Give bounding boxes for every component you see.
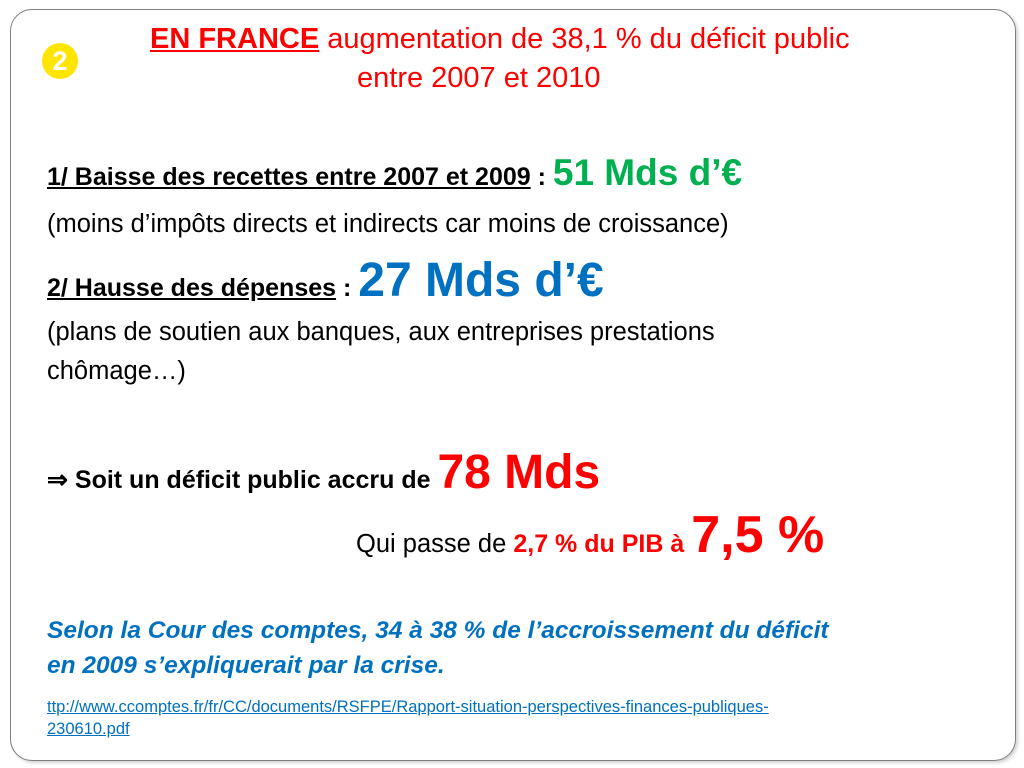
source-link-line2[interactable]: 230610.pdf xyxy=(47,720,130,738)
cour-comptes-line1: Selon la Cour des comptes, 34 à 38 % de … xyxy=(47,617,829,644)
point2-note-line1: (plans de soutien aux banques, aux entre… xyxy=(47,318,715,346)
point2-note-line2: chômage…) xyxy=(47,357,186,385)
point2-line: 2/ Hausse des dépenses : 27 Mds d’€ xyxy=(47,253,604,308)
point1-value: 51 Mds d’€ xyxy=(552,152,743,193)
pib-line: Qui passe de 2,7 % du PIB à 7,5 % xyxy=(356,505,824,565)
slide-title-line1: EN FRANCE augmentation de 38,1 % du défi… xyxy=(150,23,850,56)
cour-comptes-line2: en 2009 s’expliquerait par la crise. xyxy=(47,652,445,679)
point1-separator: : xyxy=(530,163,553,191)
number-two-badge-icon: 2 xyxy=(42,43,78,79)
conclusion-text: Soit un déficit public accru de xyxy=(67,466,438,494)
point2-label: 2/ Hausse des dépenses xyxy=(47,274,337,302)
slide-frame xyxy=(10,9,1016,761)
conclusion-line: ⇒ Soit un déficit public accru de 78 Mds xyxy=(47,445,600,500)
point1-label: 1/ Baisse des recettes entre 2007 et 200… xyxy=(47,163,531,191)
point1-line: 1/ Baisse des recettes entre 2007 et 200… xyxy=(47,152,742,194)
slide-title-line2: entre 2007 et 2010 xyxy=(357,62,601,94)
source-link-line1[interactable]: ttp://www.ccomptes.fr/fr/CC/documents/RS… xyxy=(47,698,769,716)
title-rest: augmentation de 38,1 % du déficit public xyxy=(319,23,850,55)
conclusion-value: 78 Mds xyxy=(437,446,601,499)
point1-note: (moins d’impôts directs et indirects car… xyxy=(47,210,729,238)
pib-to: 7,5 % xyxy=(691,506,825,564)
pib-from: 2,7 % du PIB à xyxy=(513,530,692,558)
badge-number: 2 xyxy=(52,45,68,76)
point2-value: 27 Mds d’€ xyxy=(358,254,604,307)
implies-arrow-icon: ⇒ xyxy=(47,466,68,494)
pib-prefix: Qui passe de xyxy=(356,530,514,558)
point2-separator: : xyxy=(336,274,359,302)
title-highlight: EN FRANCE xyxy=(150,23,320,55)
